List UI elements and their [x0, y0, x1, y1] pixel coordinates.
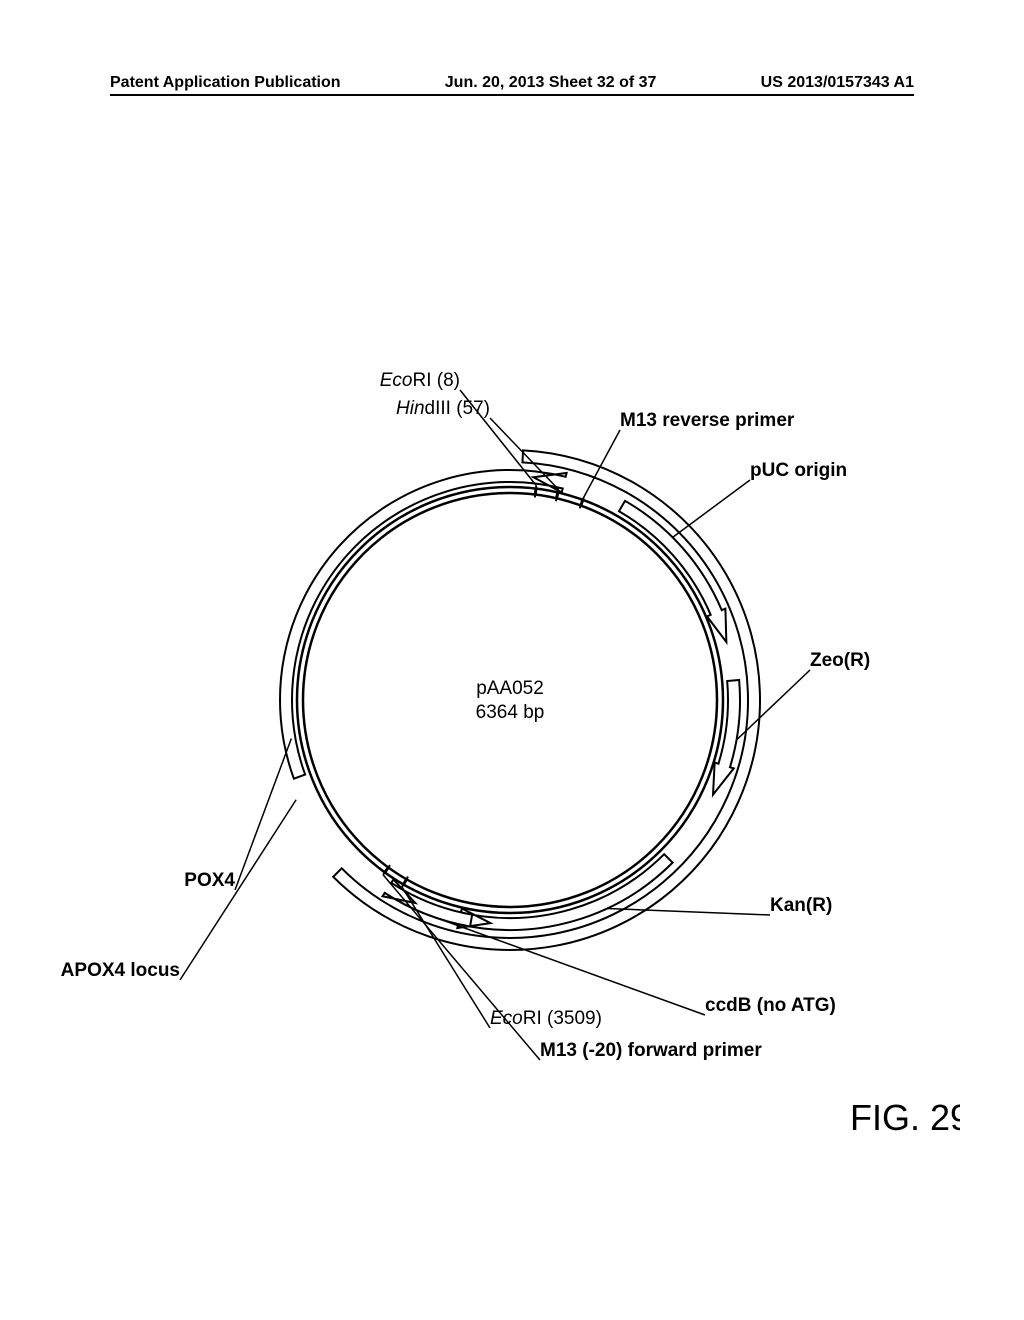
- label-EcoRI_8: EcoRI (8): [380, 370, 460, 391]
- header-center: Jun. 20, 2013 Sheet 32 of 37: [445, 74, 657, 92]
- label-ccdB: ccdB (no ATG): [705, 995, 836, 1016]
- label-POX4: POX4: [184, 870, 235, 891]
- label-YSAPOX4: YSAPOX4 locus: [60, 960, 180, 981]
- label-ZeoR: Zeo(R): [810, 650, 870, 671]
- label-KanR: Kan(R): [770, 895, 832, 916]
- label-M13_rev: M13 reverse primer: [620, 410, 795, 431]
- feature-KanR: [457, 854, 672, 930]
- header-right: US 2013/0157343 A1: [761, 74, 914, 92]
- label-M13_fwd: M13 (-20) forward primer: [540, 1040, 762, 1061]
- plasmid-name: pAA052: [476, 678, 544, 699]
- header-left: Patent Application Publication: [110, 74, 341, 92]
- plasmid-size: 6364 bp: [476, 702, 545, 723]
- label-HindIII_57: HindIII (57): [396, 398, 490, 419]
- figure-label: FIG. 29: [850, 1097, 960, 1138]
- label-pUC_origin: pUC origin: [750, 460, 847, 481]
- feature-POX4: [280, 470, 567, 779]
- label-EcoRI_3509: EcoRI (3509): [490, 1008, 602, 1029]
- plasmid-diagram: pAA052 6364 bp EcoRI (8) HindIII (57) M13 re…: [60, 170, 960, 1230]
